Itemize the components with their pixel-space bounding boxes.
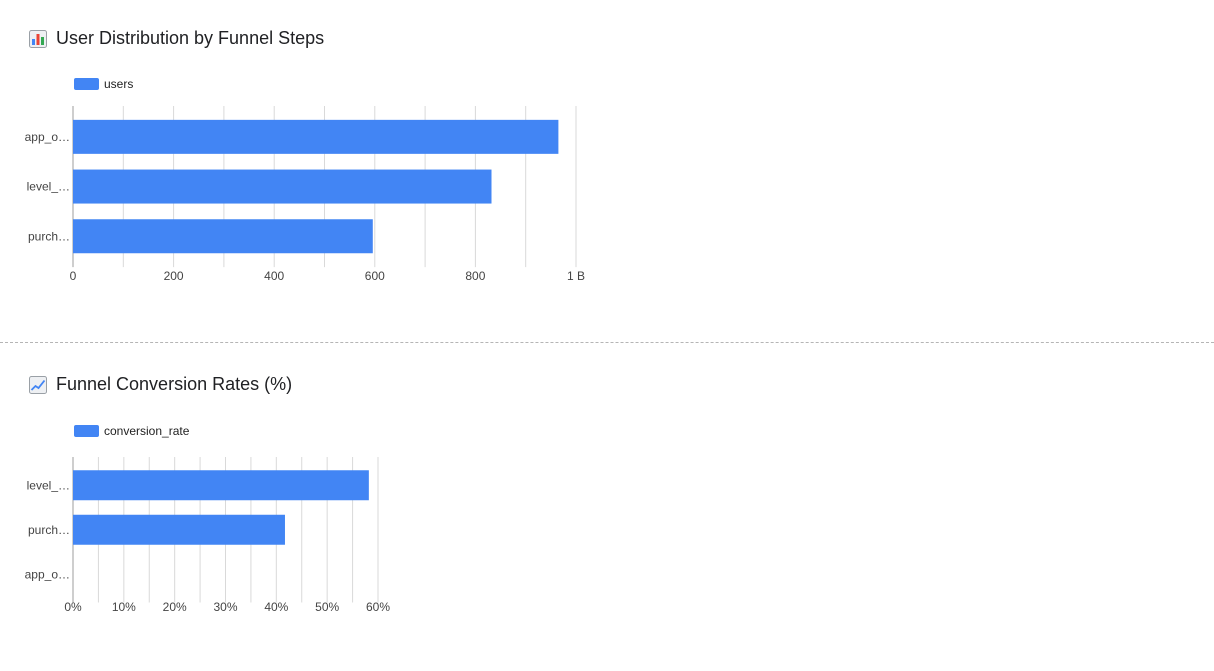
users-chart-section: User Distribution by Funnel Steps users … — [25, 28, 585, 283]
conversion-legend[interactable]: conversion_rate — [74, 424, 189, 438]
category-label: app_o… — [25, 130, 70, 144]
section-divider — [0, 342, 1214, 343]
chart-title-text: User Distribution by Funnel Steps — [56, 28, 325, 48]
x-tick-label: 800 — [465, 269, 485, 283]
category-label: purch… — [28, 229, 70, 243]
x-tick-label: 0 — [70, 269, 77, 283]
bar — [73, 119, 559, 154]
chart-title-text: Funnel Conversion Rates (%) — [56, 374, 293, 394]
bar — [73, 219, 373, 254]
conversion-chart-section: Funnel Conversion Rates (%) conversion_r… — [0, 344, 1214, 671]
x-tick-label: 20% — [163, 600, 187, 614]
x-tick-label: 200 — [164, 269, 184, 283]
conversion-bar-chart: level_… purch… app_o… 0% 10% 20% 30% 40% 50% 60% — [25, 457, 390, 614]
x-tick-label: 30% — [213, 600, 237, 614]
x-tick-label: 1 B — [567, 269, 585, 283]
legend-swatch — [74, 78, 99, 90]
category-label: level_… — [27, 478, 70, 492]
x-tick-label: 10% — [112, 600, 136, 614]
x-tick-label: 0% — [64, 600, 82, 614]
users-chart-title: User Distribution by Funnel Steps — [29, 28, 324, 49]
legend-label: users — [104, 77, 134, 91]
conversion-chart-title: Funnel Conversion Rates (%) — [29, 374, 292, 395]
bar-chart-icon — [29, 29, 47, 48]
users-bar-chart: app_o… level_… purch… 0 200 400 600 800 1 B — [25, 106, 585, 283]
category-label: level_… — [27, 180, 70, 194]
line-chart-icon — [29, 375, 47, 394]
legend-label: conversion_rate — [104, 424, 190, 438]
bar — [73, 470, 369, 501]
category-label: purch… — [28, 523, 70, 537]
x-tick-label: 600 — [365, 269, 385, 283]
bar — [73, 169, 492, 204]
x-tick-label: 40% — [264, 600, 288, 614]
users-legend[interactable]: users — [74, 77, 133, 91]
legend-swatch — [74, 425, 99, 437]
x-tick-label: 50% — [315, 600, 339, 614]
x-tick-label: 400 — [264, 269, 284, 283]
bar — [73, 514, 285, 545]
x-tick-label: 60% — [366, 600, 390, 614]
category-label: app_o… — [25, 567, 70, 581]
